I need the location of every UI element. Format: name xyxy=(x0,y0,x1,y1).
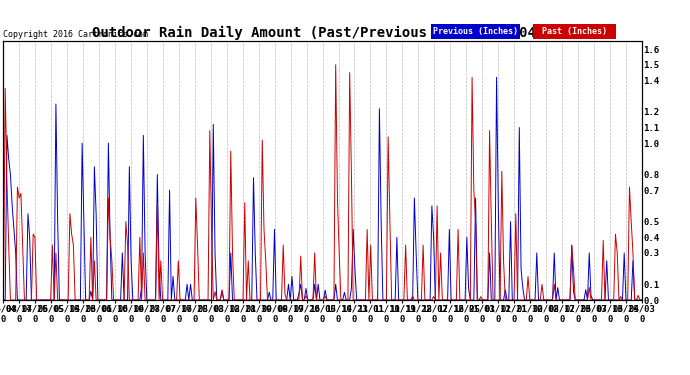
Text: Previous (Inches): Previous (Inches) xyxy=(433,27,518,36)
Title: Outdoor Rain Daily Amount (Past/Previous Year) 20160408: Outdoor Rain Daily Amount (Past/Previous… xyxy=(92,26,553,40)
Text: Past (Inches): Past (Inches) xyxy=(542,27,607,36)
FancyBboxPatch shape xyxy=(431,24,520,39)
Text: Copyright 2016 Cartronics.com: Copyright 2016 Cartronics.com xyxy=(3,30,148,39)
FancyBboxPatch shape xyxy=(533,24,616,39)
